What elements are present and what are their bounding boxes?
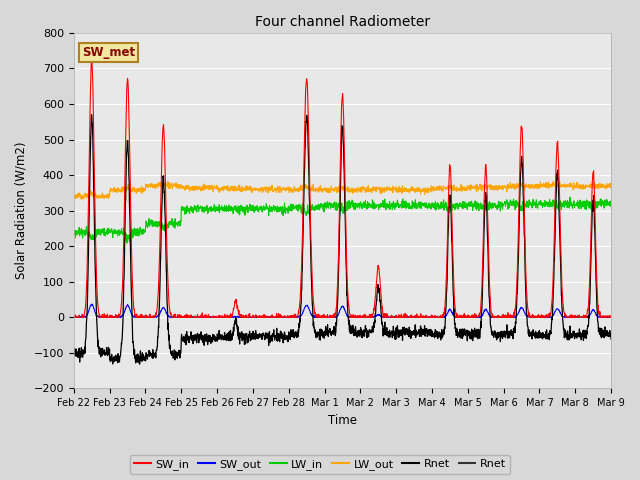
LW_out [592, 182, 600, 188]
SW_in [317, 313, 325, 319]
SW_out [317, 314, 325, 320]
SW_in [607, 314, 615, 320]
Rnet [98, 350, 106, 356]
X-axis label: Time: Time [328, 414, 357, 427]
SW_out [607, 314, 615, 320]
Y-axis label: Solar Radiation (W/m2): Solar Radiation (W/m2) [15, 142, 28, 279]
LW_out [332, 185, 339, 191]
SW_in [98, 314, 106, 320]
SW_out [592, 311, 600, 317]
Title: Four channel Radiometer: Four channel Radiometer [255, 15, 430, 29]
Rnet [607, 336, 615, 342]
LW_out [607, 180, 615, 186]
SW_out [493, 314, 501, 320]
LW_in [607, 203, 615, 209]
LW_in [70, 231, 77, 237]
Rnet [592, 278, 600, 284]
LW_in [493, 206, 501, 212]
Rnet [70, 350, 77, 356]
SW_out [332, 313, 339, 319]
Line: SW_out: SW_out [74, 304, 611, 317]
SW_in [493, 314, 501, 320]
SW_in [70, 314, 77, 320]
LW_in [566, 194, 574, 200]
Rnet [493, 332, 501, 337]
SW_in [592, 234, 600, 240]
SW_in [332, 312, 339, 317]
SW_in [88, 57, 95, 63]
LW_in [332, 207, 339, 213]
Rnet [136, 361, 143, 367]
Text: SW_met: SW_met [82, 46, 135, 59]
SW_out [98, 314, 106, 320]
LW_in [123, 240, 131, 246]
SW_out [88, 301, 96, 307]
LW_out [317, 187, 325, 193]
LW_out [592, 185, 600, 191]
LW_out [493, 188, 501, 193]
Rnet [592, 263, 600, 268]
Rnet [332, 330, 339, 336]
SW_in [592, 243, 600, 249]
SW_out [592, 310, 600, 316]
LW_out [77, 196, 85, 202]
Line: LW_in: LW_in [74, 197, 611, 243]
Rnet [88, 112, 95, 118]
Line: LW_out: LW_out [74, 181, 611, 199]
LW_in [97, 226, 105, 232]
Line: SW_in: SW_in [74, 60, 611, 317]
LW_out [98, 193, 106, 199]
LW_in [592, 205, 600, 211]
LW_in [317, 201, 325, 206]
LW_in [592, 202, 600, 208]
Line: Rnet: Rnet [74, 115, 611, 364]
Legend: SW_in, SW_out, LW_in, LW_out, Rnet, Rnet: SW_in, SW_out, LW_in, LW_out, Rnet, Rnet [130, 455, 510, 474]
LW_out [70, 195, 77, 201]
Rnet [317, 331, 325, 336]
SW_out [70, 314, 77, 320]
LW_out [164, 179, 172, 184]
